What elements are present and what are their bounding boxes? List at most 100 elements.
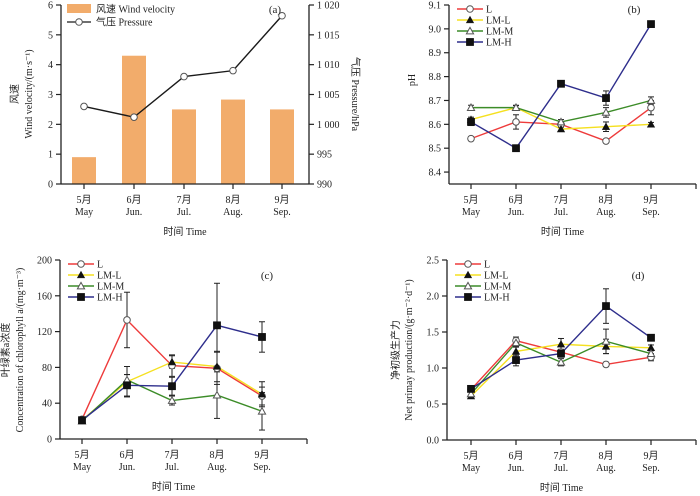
x-tick-label-cn: 8月 [599,450,614,462]
data-point [556,117,566,126]
y-tick-label: 9.0 [429,24,442,35]
data-point [601,336,611,345]
y-tick-label: 3 [48,90,53,101]
y2-axis-title: 气压 Pressure/hPa [349,57,362,132]
panel-tag: (d) [632,270,645,282]
y-tick-label: 4 [48,60,53,71]
x-tick-label-cn: 9月 [275,194,290,206]
y-axis-title-cn: 风速 [9,84,21,104]
x-tick-label-cn: 5月 [75,449,90,461]
legend-marker [463,270,473,279]
x-tick-label-cn: 5月 [464,194,479,206]
wind-bar [221,99,245,184]
x-tick-label-cn: 8月 [599,194,614,206]
data-point [601,342,611,350]
x-tick-label-cn: 6月 [509,450,524,462]
data-point [557,79,565,88]
data-point [602,94,610,102]
y2-tick-label: 1 000 [317,120,340,131]
data-point [602,360,610,369]
data-point [466,102,476,112]
pressure-point [278,11,286,20]
y-axis-title-cn: 叶绿素a浓度 [0,323,12,377]
y-tick-label: 160 [37,291,52,302]
legend-label: L [97,260,103,271]
data-point [556,340,566,348]
y-tick-label: 0 [47,435,52,446]
legend-marker [463,281,473,290]
x-tick-label: Aug. [596,463,616,474]
x-tick-label: Jun. [119,462,135,473]
y-tick-label: 6 [48,1,53,12]
legend-marker [464,293,472,301]
x-tick-label-cn: 9月 [644,194,659,206]
panel-a-wind-pressure: 0 1 2 3 4 5 6 990 995 1 000 1 005 1 010 1 015 1 020 5月… [9,1,362,239]
legend-label: LM-L [484,271,508,282]
x-tick-label: Aug. [207,462,227,473]
legend-marker [466,5,474,13]
x-tick-label: May [462,207,480,218]
data-point [168,382,176,391]
data-point [512,144,520,153]
x-axis-title: 时间 Time [152,480,196,493]
x-tick-label: Aug. [223,207,243,218]
data-point [647,103,655,112]
x-tick-label-cn: 8月 [210,449,225,461]
y-tick-label: 2 [48,120,53,131]
pressure-line [83,15,283,118]
wind-bar [270,109,294,184]
y-tick-label: 40 [42,399,52,410]
y-axis-title-en: Concentration of chlorophyll a/(mg·m⁻³) [15,268,26,433]
legend-marker [466,38,474,46]
x-tick-label: Jul. [165,462,179,473]
x-tick-label-cn: 9月 [644,450,659,462]
wind-bar [72,157,96,184]
y-tick-label: 8.5 [429,144,442,155]
data-point [511,338,521,347]
x-tick-label: May [462,463,480,474]
x-axis-title: 时间 Time [163,225,207,238]
x-tick-label-cn: 6月 [509,194,524,206]
y-tick-label: 8.9 [429,48,442,59]
legend-marker [76,281,86,290]
data-point [467,118,475,126]
y-tick-label: 200 [37,256,52,267]
x-tick-label: May [75,207,93,218]
x-tick-label-cn: 8月 [226,194,241,206]
x-tick-label: Sep. [253,462,271,473]
y-tick-label: 2.5 [427,256,440,267]
x-axis-title: 时间 Time [541,225,585,238]
legend-marker [77,293,85,301]
data-point [601,122,611,130]
legend-label: LM-M [486,27,513,38]
x-tick-label-cn: 7月 [177,194,192,206]
data-point [646,120,656,128]
data-point [257,390,267,398]
wind-bar [172,109,196,184]
data-point [213,321,221,330]
data-point [602,302,610,310]
x-tick-label: Aug. [596,207,616,218]
data-point [512,118,520,126]
data-point [212,362,222,370]
y-tick-label: 0.5 [427,400,440,411]
y-tick-label: 5 [48,30,53,41]
legend-label: LM-H [484,293,510,304]
panel-tag: (a) [269,4,282,16]
legend-label: LM-H [97,293,123,304]
data-point [556,357,566,366]
legend-label: L [484,260,490,271]
x-tick-label: Jun. [508,207,524,218]
x-tick-label: Sep. [642,463,660,474]
data-point [646,348,656,357]
legend-marker [77,260,85,268]
y2-tick-label: 990 [317,180,332,191]
x-tick-label: Jun. [126,207,142,218]
x-axis-title: 时间 Time [540,481,584,494]
x-tick-label: Jul. [554,463,568,474]
y2-tick-label: 1 015 [317,30,340,41]
y-tick-label: 8.8 [429,72,442,83]
legend-label: LM-M [97,282,124,293]
